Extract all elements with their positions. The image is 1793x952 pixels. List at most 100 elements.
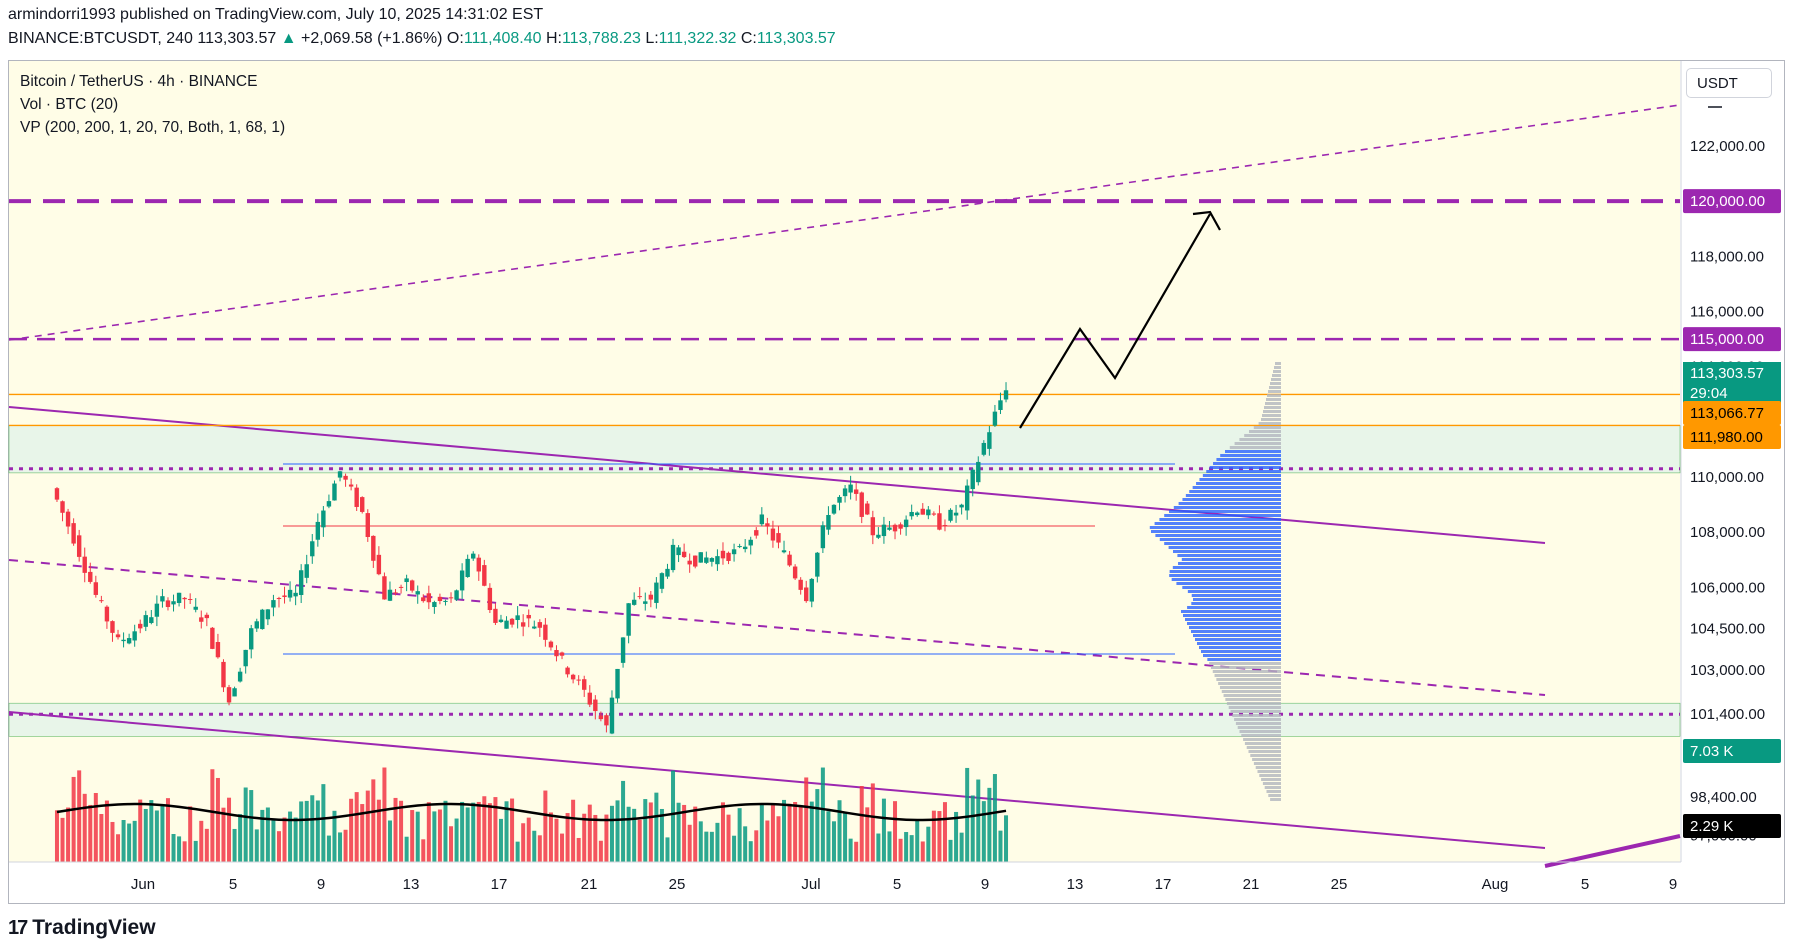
vp-bar [1267, 394, 1281, 397]
volume-bar [421, 839, 426, 862]
price-tick: 106,000.00 [1690, 579, 1765, 596]
brand-name: TradingView [32, 916, 156, 939]
volume-bar [199, 820, 204, 862]
candle-body [620, 637, 626, 663]
candle-body [615, 668, 620, 699]
price-tick: 116,000.00 [1690, 304, 1764, 321]
symbol-legend[interactable]: Bitcoin / TetherUS · 4h · BINANCE [20, 73, 258, 90]
candle-body [71, 523, 76, 544]
vp-bar [1199, 646, 1281, 649]
time-tick: 25 [1331, 876, 1348, 893]
volume-bar [698, 821, 703, 862]
volume-bar [998, 830, 1003, 862]
volume-bar [165, 798, 170, 862]
volume-bar [304, 800, 309, 862]
vp-bar [1151, 530, 1281, 533]
candle-body [199, 617, 204, 622]
volume-bar [743, 826, 748, 862]
candle-body [421, 597, 426, 602]
volume-bar [748, 841, 753, 862]
candle-body [254, 621, 259, 629]
vp-bar [1189, 490, 1281, 493]
vp-bar [1171, 578, 1281, 581]
vp-bar [1259, 774, 1281, 777]
volume-bar [404, 836, 409, 862]
volume-bar [387, 820, 392, 862]
candle-body [726, 552, 731, 561]
support-zone-upper [8, 425, 1681, 474]
volume-bar [854, 841, 859, 862]
volume-bars [54, 767, 1009, 862]
projection-arrow-head-icon [1192, 210, 1221, 231]
vp-bar [1178, 562, 1281, 565]
vp-bar [1159, 538, 1281, 541]
candle-body [937, 513, 942, 530]
volume-legend[interactable]: Vol · BTC (20) [20, 96, 119, 113]
candle-body [931, 513, 937, 515]
candle-body [848, 484, 853, 493]
volume-bar [332, 810, 337, 862]
tradingview-mark-icon: 17 [8, 916, 28, 939]
candle-body [742, 546, 748, 550]
vp-legend[interactable]: VP (200, 200, 1, 20, 70, Both, 1, 68, 1) [20, 119, 286, 136]
candle-body [820, 525, 826, 549]
volume-current-label-bg [1683, 739, 1781, 763]
volume-bar [326, 835, 331, 862]
candle-body [920, 508, 925, 515]
volume-bar [881, 798, 886, 862]
candle-body [681, 551, 687, 558]
candle-body [631, 599, 637, 605]
bottom-trend-line [1544, 834, 1681, 868]
candle-body [232, 688, 237, 697]
time-tick: 13 [403, 876, 420, 893]
currency-button[interactable]: USDT [1686, 68, 1772, 98]
candle-body [831, 504, 837, 514]
volume-bar [582, 813, 587, 862]
projection-path [1019, 213, 1211, 429]
vp-bar [1169, 510, 1281, 513]
candle-body [321, 510, 326, 528]
volume-bar [782, 799, 787, 862]
vp-bar [1270, 382, 1281, 385]
vp-bar [1249, 430, 1281, 433]
volume-bar [515, 841, 520, 862]
candle-body [193, 606, 198, 610]
candle-body [310, 541, 315, 557]
tradingview-logo: 17 TradingView [8, 916, 156, 940]
volume-bar [870, 783, 875, 862]
vp-bar [1210, 666, 1281, 669]
volume-bar [948, 839, 953, 862]
volume-bar [931, 810, 936, 862]
candle-body [88, 571, 93, 582]
volume-bar [704, 831, 709, 862]
volume-bar [454, 818, 459, 862]
price-tick: 98,400.00 [1690, 789, 1757, 806]
volume-bar [615, 800, 620, 862]
candle-body [892, 524, 898, 532]
volume-bar [970, 795, 975, 862]
candle-body [454, 590, 459, 600]
candle-body [487, 587, 493, 611]
vp-bar [1241, 734, 1281, 737]
vp-bar [1275, 362, 1281, 365]
vp-bar [1246, 746, 1281, 749]
candle-body [509, 618, 515, 625]
vp-bar [1209, 466, 1281, 469]
vp-bar [1164, 542, 1281, 545]
low-label: L: [645, 30, 659, 47]
volume-bar [709, 831, 714, 862]
volume-bar [371, 779, 376, 862]
vp-bar [1250, 754, 1281, 757]
volume-bar [565, 813, 570, 862]
vp-bar [1263, 410, 1281, 413]
candle-body [365, 513, 370, 538]
candle-body [282, 595, 287, 598]
candle-body [798, 579, 803, 590]
last-price: 113,303.57 [197, 30, 277, 47]
vp-bar [1195, 638, 1281, 641]
price-tick: 103,000.00 [1690, 662, 1765, 679]
candle-body [909, 511, 914, 517]
candle-body [138, 623, 143, 629]
vp-bar [1244, 742, 1281, 745]
